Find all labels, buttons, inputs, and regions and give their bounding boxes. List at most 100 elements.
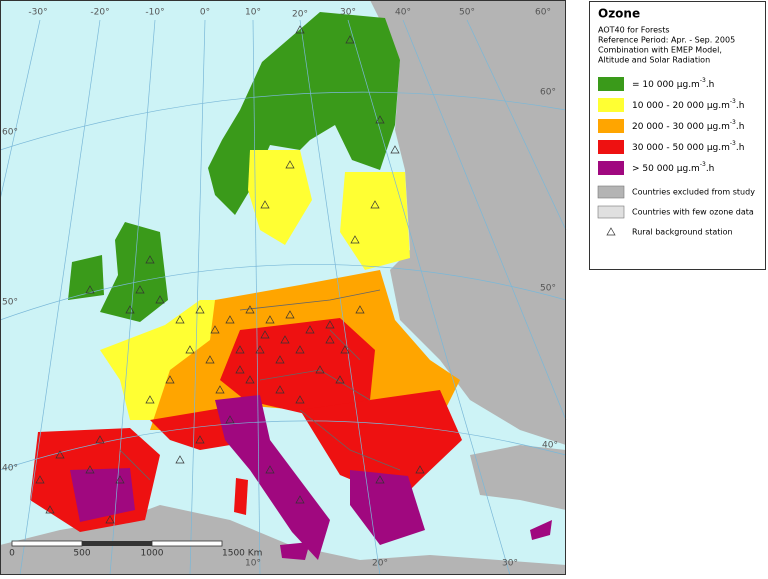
legend-swatch [598,161,624,175]
graticule-label: 40° [395,8,411,18]
map: -30° -20° -10° 0° 10° 20° 30° 40° 50° 60° 60° 50° 40… [0,0,567,576]
station [265,315,275,324]
station [295,495,305,504]
legend-label: = 10 000 µg.m-3.h [632,77,714,90]
station [390,145,400,154]
station [95,435,105,444]
station [225,415,235,424]
region-purple [280,542,310,560]
legend-swatch [598,77,624,91]
region-purple [70,468,135,522]
graticule-label: 60° [535,8,551,18]
graticule-label: 30° [340,8,356,18]
region-red [300,390,462,500]
station [345,35,355,44]
legend-swatch [597,185,625,199]
station [235,365,245,374]
graticule-label: 20° [372,559,388,569]
station [305,325,315,334]
graticule-label: -30° [28,8,47,18]
scale-label: 1000 [141,549,164,559]
station [355,305,365,314]
scale-bar [11,540,223,547]
station [375,115,385,124]
station [205,355,215,364]
graticule-label: 40° [542,441,558,451]
station [245,305,255,314]
region-green [68,255,104,300]
station [275,385,285,394]
region-yellow [340,172,410,270]
station [335,375,345,384]
graticule-label: 0° [200,8,210,18]
excluded-africa [0,505,566,575]
graticule-label: 50° [540,284,556,294]
legend-swatch [598,98,624,112]
region-red [220,318,375,415]
station [295,25,305,34]
station [105,515,115,524]
station [45,505,55,514]
excluded-turkey [470,445,566,510]
region-purple [350,470,425,545]
legend-label: > 50 000 µg.m-3.h [632,161,714,174]
legend-subtitle: AOT40 for Forests [598,26,670,35]
graticule-label: 10° [245,8,261,18]
legend-label: 30 000 - 50 000 µg.m-3.h [632,140,744,153]
graticule-label: 30° [502,559,518,569]
legend-swatch [598,119,624,133]
legend-frame [589,1,766,270]
region-purple [530,520,552,540]
station [175,315,185,324]
legend-label: Countries with few ozone data [632,208,754,217]
station [285,160,295,169]
legend-label: 10 000 - 20 000 µg.m-3.h [632,98,744,111]
graticule-label: 50° [2,298,18,308]
region-yellow [100,300,240,420]
station [260,330,270,339]
station [135,285,145,294]
station [370,200,380,209]
station [145,255,155,264]
station [275,355,285,364]
region-red [234,478,248,515]
legend-subtitle: Altitude and Solar Radiation [598,56,710,65]
legend-label: Rural background station [632,228,733,237]
legend-swatch [597,205,625,219]
scale-label: 0 [9,549,15,559]
station [210,325,220,334]
graticule-label: 60° [2,128,18,138]
station [280,335,290,344]
graticule [0,19,567,576]
station [125,305,135,314]
scale-label: 1500 Km [222,549,262,559]
station [255,345,265,354]
station [245,375,255,384]
station [260,200,270,209]
excluded-east [370,0,566,445]
station [145,395,155,404]
graticule-label: 10° [245,559,261,569]
station [415,465,425,474]
station [235,345,245,354]
station [85,465,95,474]
station [325,320,335,329]
station [185,345,195,354]
station [55,450,65,459]
region-yellow [248,150,312,245]
station [375,475,385,484]
graticule-label: -10° [145,8,164,18]
station [165,375,175,384]
graticule-label: 40° [2,464,18,474]
station [295,395,305,404]
station [195,305,205,314]
station [35,475,45,484]
station [115,475,125,484]
station [315,365,325,374]
region-green [100,222,168,322]
graticule-label: 20° [292,10,308,20]
legend-symbol [606,227,616,236]
region-purple [215,395,330,560]
